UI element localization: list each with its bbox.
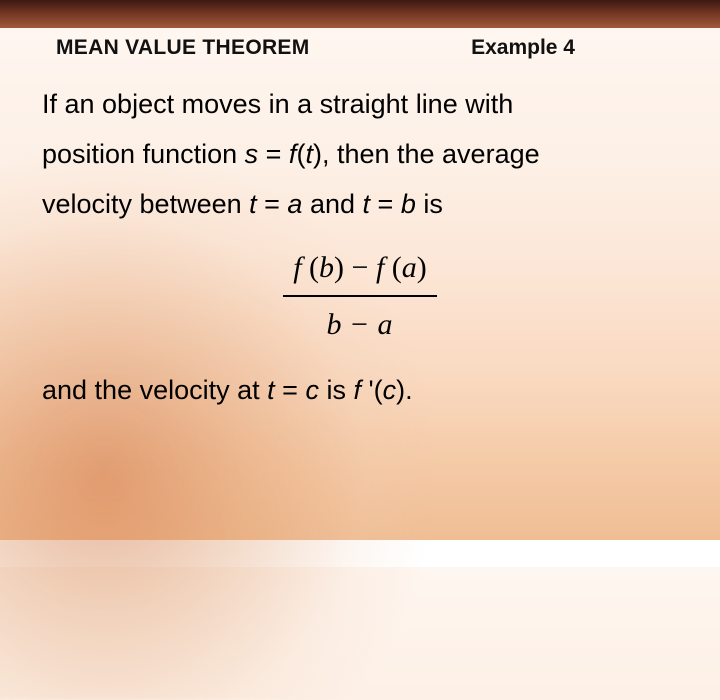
text-fragment: = xyxy=(257,189,288,219)
text-fragment: '( xyxy=(368,375,382,405)
average-velocity-formula: f (b) − f (a) b − a xyxy=(283,242,437,350)
text-fragment: = xyxy=(275,375,306,405)
formula-numerator: f (b) − f (a) xyxy=(283,242,437,297)
paren-open: ( xyxy=(392,251,402,284)
text-fragment: ). xyxy=(396,375,413,405)
text-fragment: = xyxy=(370,189,401,219)
paren-close: ) xyxy=(334,251,344,284)
text-fragment: is xyxy=(319,375,354,405)
var-f: f xyxy=(293,251,309,284)
var-t: t xyxy=(267,375,275,405)
minus-sign: − xyxy=(343,308,378,341)
text-fragment: and xyxy=(302,189,362,219)
var-a: a xyxy=(402,251,417,284)
var-c: c xyxy=(383,375,397,405)
var-b: b xyxy=(319,251,334,284)
var-b: b xyxy=(401,189,416,219)
var-b: b xyxy=(327,308,343,341)
var-f: f xyxy=(353,375,368,405)
top-bar xyxy=(0,0,720,28)
slide-content: If an object moves in a straight line wi… xyxy=(42,82,678,418)
slide-title-right: Example 4 xyxy=(471,36,575,60)
var-s: s xyxy=(245,139,259,169)
text-fragment: , then the average xyxy=(322,139,540,169)
var-c: c xyxy=(305,375,319,405)
text-fragment: position function xyxy=(42,139,245,169)
paren-open: ( xyxy=(309,251,319,284)
paren-close: ) xyxy=(417,251,427,284)
body-line-2: position function s = f(t), then the ave… xyxy=(42,132,678,178)
var-a: a xyxy=(287,189,302,219)
var-t: t xyxy=(249,189,257,219)
text-fragment: = xyxy=(258,139,289,169)
minus-sign: − xyxy=(344,251,376,284)
body-line-3: velocity between t = a and t = b is xyxy=(42,182,678,228)
text-fragment: and the velocity at xyxy=(42,375,267,405)
var-t: t xyxy=(305,139,313,169)
text-fragment: ) xyxy=(313,139,322,169)
text-fragment: is xyxy=(416,189,443,219)
var-a: a xyxy=(377,308,393,341)
slide-title-left: MEAN VALUE THEOREM xyxy=(56,36,310,60)
body-line-1: If an object moves in a straight line wi… xyxy=(42,82,678,128)
text-fragment: velocity between xyxy=(42,189,249,219)
var-f: f xyxy=(376,251,392,284)
var-t: t xyxy=(363,189,371,219)
formula-denominator: b − a xyxy=(317,297,404,350)
slide-header: MEAN VALUE THEOREM Example 4 xyxy=(0,36,720,60)
body-closing: and the velocity at t = c is f '(c). xyxy=(42,368,678,414)
